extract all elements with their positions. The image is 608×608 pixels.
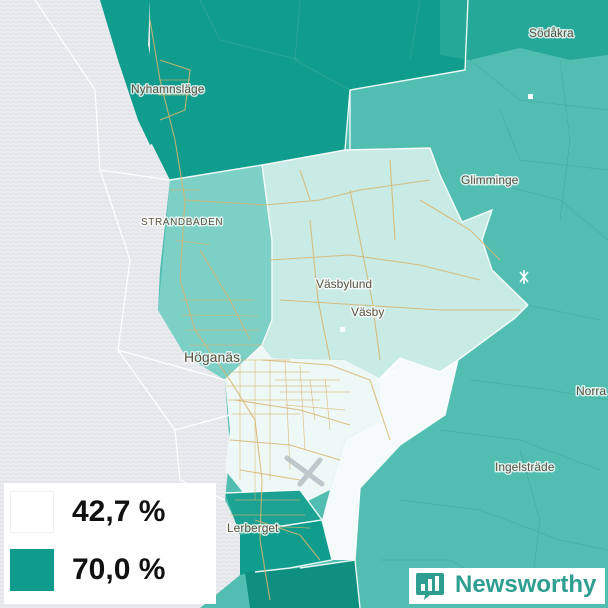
place-strandbaden: STRANDBADEN — [141, 217, 223, 228]
region-northeast — [350, 0, 608, 60]
legend-swatch-high — [10, 549, 54, 591]
region-southeast — [322, 358, 458, 560]
place-nyhamnslage: Nyhamnsläge — [131, 82, 205, 96]
airstrip-icon — [284, 455, 325, 487]
region-hoganas-centre — [225, 345, 398, 505]
legend-item-low: 42,7 % — [4, 485, 216, 541]
legend-swatch-low — [10, 491, 54, 533]
newsworthy-logo-icon — [416, 573, 444, 600]
place-sodakra: Södåkra — [529, 26, 574, 40]
place-ingelstrade: Ingelsträde — [495, 460, 555, 474]
place-norra: Norra — [576, 384, 606, 398]
region-vasby — [262, 148, 528, 378]
region-north-coast-west — [100, 0, 165, 145]
place-vasbylund: Väsbylund — [316, 277, 372, 291]
windmill-icon — [519, 270, 529, 284]
town-street-grid — [158, 79, 350, 529]
brand-badge[interactable]: Newsworthy — [409, 568, 605, 604]
sea-boundaries — [34, 0, 231, 501]
legend: 42,7 % 70,0 % — [4, 483, 216, 604]
place-labels: Nyhamnsläge Södåkra Glimminge STRANDBADE… — [130, 25, 608, 537]
region-south-3 — [245, 560, 360, 608]
place-vasby: Väsby — [351, 305, 384, 319]
brand-name: Newsworthy — [455, 571, 597, 598]
poi-marker — [528, 94, 533, 99]
region-north-coast — [100, 0, 468, 180]
region-south-1 — [225, 490, 322, 535]
legend-item-high: 70,0 % — [4, 543, 216, 599]
place-lerberget: Lerberget — [227, 521, 279, 535]
region-borders — [169, 0, 529, 608]
legend-value-high: 70,0 % — [72, 553, 166, 586]
legend-value-low: 42,7 % — [72, 495, 166, 528]
place-glimminge: Glimminge — [461, 173, 519, 187]
place-hoganas: Höganäs — [184, 349, 240, 365]
poi-marker — [340, 327, 345, 332]
